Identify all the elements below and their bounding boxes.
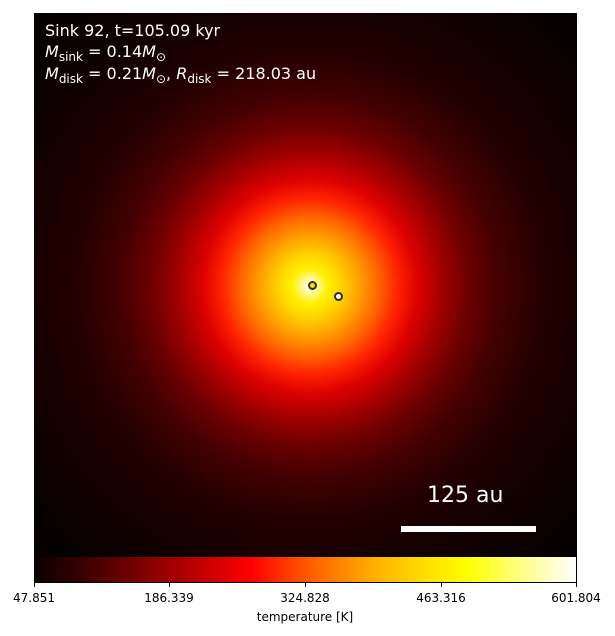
sink-marker-secondary — [308, 281, 317, 290]
sink-mass-symbol: M — [45, 42, 59, 61]
colorbar-tick-line — [169, 583, 170, 587]
sink-mass-subscript: sink — [58, 49, 83, 64]
colorbar-tick-label: 463.316 — [416, 591, 466, 605]
disk-mass-symbol: M — [45, 64, 59, 83]
temperature-panel — [34, 13, 577, 556]
scale-bar — [401, 526, 536, 532]
sink-marker-primary — [334, 292, 343, 301]
colorbar-tick-line — [34, 583, 35, 587]
sink-mass-unit-subscript: ⊙ — [155, 49, 167, 64]
sink-mass-unit-symbol: M — [142, 42, 156, 61]
colorbar — [34, 556, 577, 583]
disk-mass-unit-subscript: ⊙ — [155, 71, 167, 86]
title-label: Sink 92, t=105.09 kyr — [45, 21, 221, 40]
disk-stats-label: Mdisk = 0.21M⊙, Rdisk = 218.03 au — [45, 64, 316, 89]
disk-radius-subscript: disk — [187, 71, 212, 86]
colorbar-tick-line — [441, 583, 442, 587]
disk-mass-unit-symbol: M — [142, 64, 156, 83]
colorbar-tick-label: 47.851 — [13, 591, 55, 605]
colorbar-tick-label: 186.339 — [144, 591, 194, 605]
colorbar-tick-line — [576, 583, 577, 587]
colorbar-tick-line — [305, 583, 306, 587]
temperature-map — [34, 13, 577, 556]
colorbar-tick-label: 324.828 — [280, 591, 330, 605]
disk-radius-value: = 218.03 au — [211, 64, 317, 83]
disk-separator: , — [166, 64, 177, 83]
sink-mass-value: = 0.14 — [82, 42, 143, 61]
disk-radius-symbol: R — [176, 64, 188, 83]
sink-mass-label: Msink = 0.14M⊙ — [45, 42, 166, 67]
colorbar-tick-label: 601.804 — [551, 591, 601, 605]
disk-mass-subscript: disk — [58, 71, 83, 86]
colorbar-label: temperature [K] — [256, 610, 354, 624]
scale-bar-label: 125 au — [427, 483, 504, 508]
disk-mass-value: = 0.21 — [82, 64, 143, 83]
